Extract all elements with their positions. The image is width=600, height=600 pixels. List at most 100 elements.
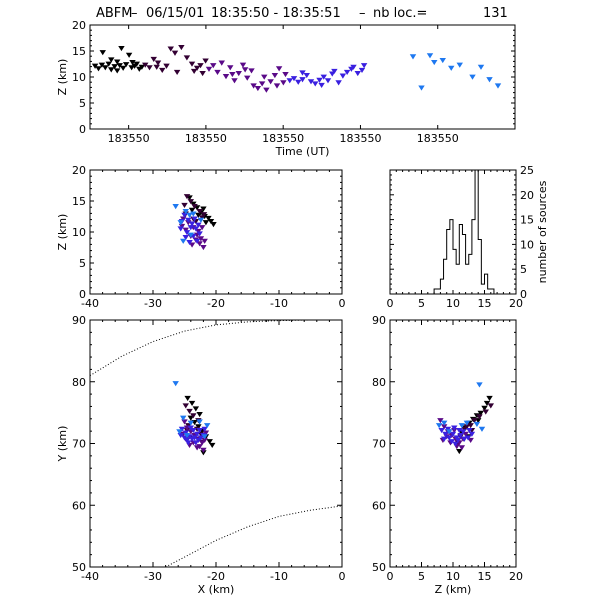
source-point	[136, 66, 143, 72]
source-point	[198, 225, 206, 231]
x-tick-label: 183550	[262, 132, 304, 145]
source-point	[435, 423, 443, 429]
source-point	[128, 65, 135, 71]
source-point	[442, 431, 449, 437]
histogram-steps	[433, 169, 495, 294]
source-point	[205, 215, 212, 221]
source-point	[324, 78, 332, 84]
source-point	[439, 57, 446, 64]
source-point	[494, 83, 502, 89]
source-point	[476, 382, 483, 388]
source-point	[99, 50, 106, 56]
xy-plan-panel: 50 60 70 80 90 -40 -30 -20 -10 0 X (km) Y (km)	[56, 314, 346, 596]
source-point	[469, 74, 476, 80]
source-point	[263, 87, 270, 93]
source-point	[437, 418, 444, 424]
y-axis-label: number of sources	[536, 180, 549, 283]
source-point	[282, 71, 289, 78]
x-tick-label: -40	[81, 570, 99, 583]
x-tick-label: -40	[81, 297, 99, 310]
source-point	[182, 209, 189, 215]
y-tick-label: 90	[372, 314, 386, 327]
source-point	[280, 80, 287, 86]
source-point	[192, 226, 200, 232]
source-point	[183, 425, 191, 431]
source-point	[173, 69, 181, 76]
source-point	[231, 78, 238, 84]
source-point	[176, 429, 183, 435]
source-point	[171, 50, 179, 56]
y-tick-label: 60	[372, 499, 386, 512]
source-point	[244, 75, 251, 81]
source-point	[172, 204, 179, 210]
source-point	[190, 68, 198, 75]
source-point	[192, 406, 200, 412]
source-point	[185, 423, 192, 429]
source-point	[187, 415, 195, 421]
x-tick-label: 15	[478, 297, 492, 310]
title-station: ABFM	[96, 6, 133, 21]
source-point	[95, 66, 102, 72]
source-point	[431, 60, 438, 66]
source-point	[188, 61, 196, 67]
x-axis-label: Z (km)	[435, 583, 472, 596]
title-date: 06/15/01	[146, 6, 204, 21]
source-point	[193, 431, 201, 437]
source-point	[440, 436, 448, 442]
source-point	[191, 435, 198, 441]
source-point	[187, 225, 195, 231]
x-tick-label: 10	[446, 297, 460, 310]
source-point	[202, 220, 210, 226]
source-point	[299, 70, 306, 76]
source-point	[183, 194, 191, 200]
source-point	[471, 418, 478, 424]
source-point	[426, 53, 434, 59]
source-point	[239, 62, 247, 68]
source-point	[190, 211, 197, 217]
y-tick-label: 90	[72, 314, 86, 327]
x-tick-label: 5	[418, 570, 425, 583]
source-point	[150, 56, 157, 63]
y-tick-label: 50	[72, 561, 86, 574]
y-axis-label: Y (km)	[56, 426, 69, 463]
source-point	[467, 437, 474, 444]
source-point	[329, 71, 336, 77]
source-point	[203, 423, 211, 429]
source-point	[163, 63, 170, 69]
source-point	[142, 62, 149, 68]
source-point	[146, 65, 153, 71]
source-point	[118, 45, 125, 52]
source-point	[187, 232, 195, 238]
source-point	[125, 52, 133, 58]
source-point	[458, 423, 466, 429]
source-point	[178, 44, 185, 51]
source-point	[452, 441, 459, 447]
source-point	[482, 409, 489, 415]
source-point	[108, 57, 115, 63]
y-tick-label: 20	[72, 19, 86, 32]
source-point	[466, 428, 473, 434]
x-tick-label: 20	[509, 297, 523, 310]
source-point	[167, 46, 174, 52]
source-point	[483, 400, 491, 406]
source-point	[188, 221, 196, 227]
y-tick-label: 0	[520, 288, 527, 301]
source-point	[187, 425, 195, 431]
source-point	[218, 60, 225, 66]
source-point	[481, 405, 488, 411]
source-point	[275, 66, 283, 72]
source-point	[486, 395, 493, 402]
source-point	[177, 220, 184, 226]
source-point	[200, 244, 207, 251]
source-point	[331, 68, 338, 75]
x-tick-label: 0	[339, 570, 346, 583]
source-point	[461, 426, 468, 432]
x-axis-label: X (km)	[198, 583, 235, 596]
source-point	[318, 82, 325, 89]
source-point	[116, 63, 123, 69]
y-axis-label: Z (km)	[56, 59, 69, 96]
source-point	[210, 222, 217, 228]
plot-frame	[89, 24, 516, 130]
source-point	[181, 435, 188, 441]
source-point	[195, 437, 202, 444]
